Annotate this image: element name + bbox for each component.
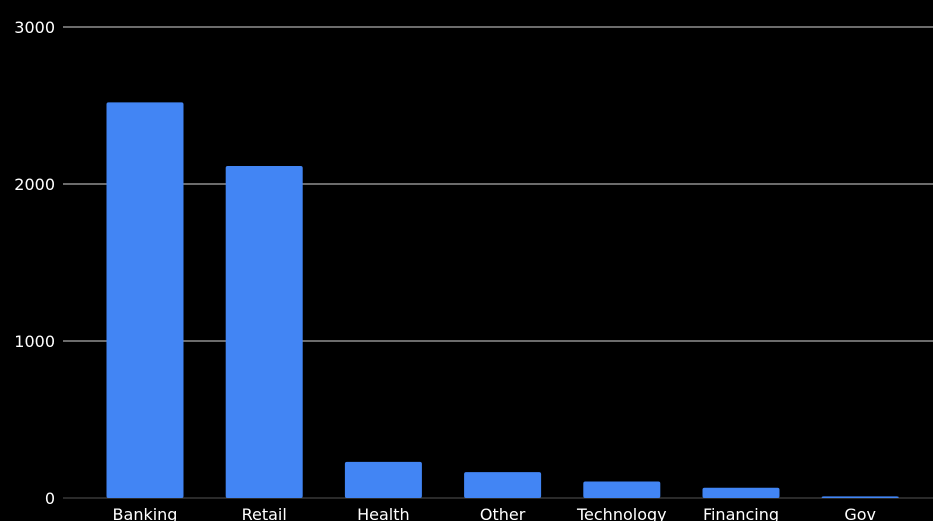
gridlines	[63, 26, 933, 499]
bars	[106, 102, 899, 499]
x-tick-label-technology: Technology	[576, 505, 667, 521]
x-axis-category-labels: Banking Retail Health Other Technology Financ…	[113, 505, 876, 521]
y-tick-label: 0	[45, 489, 55, 508]
x-tick-label-financing: Financing	[703, 505, 779, 521]
bar-health	[344, 461, 422, 498]
x-tick-label-banking: Banking	[113, 505, 178, 521]
y-tick-label: 1000	[14, 332, 55, 351]
bar-gov	[821, 496, 899, 498]
bar-banking	[106, 102, 184, 499]
bar-other	[464, 472, 542, 498]
bar-technology	[583, 481, 661, 498]
x-tick-label-other: Other	[480, 505, 526, 521]
y-axis-tick-labels: 0 1000 2000 3000	[14, 18, 55, 508]
y-tick-label: 2000	[14, 175, 55, 194]
bar-financing	[702, 487, 780, 498]
x-tick-label-gov: Gov	[844, 505, 876, 521]
y-tick-label: 3000	[14, 18, 55, 37]
x-tick-label-health: Health	[357, 505, 410, 521]
x-tick-label-retail: Retail	[242, 505, 287, 521]
bar-retail	[225, 165, 303, 498]
